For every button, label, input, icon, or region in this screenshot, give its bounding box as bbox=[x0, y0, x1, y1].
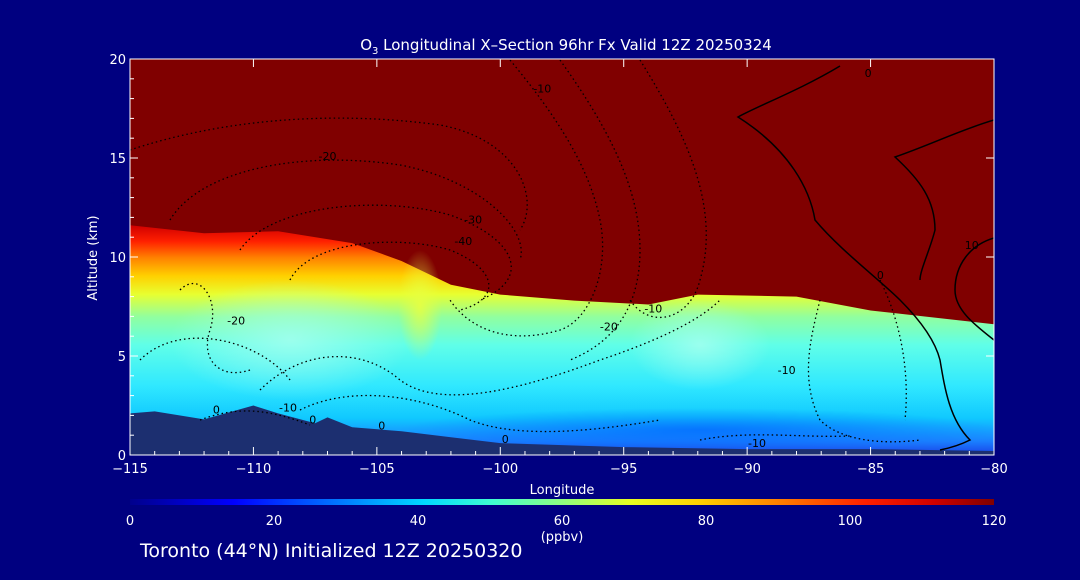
contour-line bbox=[259, 299, 721, 396]
contour-line bbox=[807, 299, 921, 443]
initialization-caption: Toronto (44°N) Initialized 12Z 20250320 bbox=[140, 540, 523, 562]
contour-label: -20 bbox=[227, 314, 245, 327]
colorbar-unit-label: (ppbv) bbox=[541, 530, 584, 545]
contour-line bbox=[179, 282, 251, 374]
contour-label: 0 bbox=[213, 403, 220, 416]
contour-line bbox=[139, 337, 291, 381]
y-tick-label: 15 bbox=[109, 152, 126, 167]
contour-line bbox=[130, 117, 528, 231]
contour-label: -20 bbox=[600, 320, 618, 333]
colorbar-tick-label: 60 bbox=[554, 514, 571, 529]
y-tick-label: 20 bbox=[109, 53, 126, 68]
contour-label: 0 bbox=[309, 413, 316, 426]
x-tick-label: −115 bbox=[112, 462, 148, 477]
y-axis-label: Altitude (km) bbox=[86, 215, 101, 300]
troposphere-region bbox=[130, 225, 994, 455]
contour-label: -10 bbox=[279, 401, 297, 414]
contour-line bbox=[299, 394, 661, 433]
contour-label: 0 bbox=[378, 419, 385, 432]
colorbar-tick-label: 0 bbox=[126, 514, 134, 529]
contour-label: 0 bbox=[502, 433, 509, 446]
x-tick-label: −105 bbox=[359, 462, 395, 477]
contour-line-zero bbox=[893, 119, 994, 281]
contour-line bbox=[879, 279, 907, 421]
contour-label: 0 bbox=[865, 67, 872, 80]
colorbar-ticks: 0 20 40 60 80 100 120 bbox=[126, 514, 1007, 529]
colorbar-tick-label: 20 bbox=[266, 514, 283, 529]
contour-label: -20 bbox=[319, 150, 337, 163]
x-tick-label: −100 bbox=[482, 462, 518, 477]
terrain bbox=[130, 405, 994, 455]
contour-line-positive bbox=[954, 237, 994, 341]
contour-label: -30 bbox=[464, 213, 482, 226]
x-axis-label: Longitude bbox=[530, 483, 595, 498]
y-axis: 0 5 10 15 20 bbox=[109, 53, 994, 464]
y-tick-label: 0 bbox=[118, 449, 126, 464]
x-tick-label: −110 bbox=[236, 462, 272, 477]
contour-line bbox=[289, 241, 490, 311]
y-tick-label: 5 bbox=[118, 350, 126, 365]
colorbar-tick-label: 100 bbox=[838, 514, 863, 529]
colorbar bbox=[130, 499, 994, 505]
contour-lines bbox=[130, 59, 994, 451]
colorbar-tick-label: 40 bbox=[410, 514, 427, 529]
chart-title: O3 Longitudinal X–Section 96hr Fx Valid … bbox=[360, 36, 772, 57]
colorbar-tick-label: 120 bbox=[982, 514, 1007, 529]
contour-label: -40 bbox=[454, 235, 472, 248]
contour-line-zero bbox=[736, 65, 972, 451]
x-tick-label: −85 bbox=[857, 462, 884, 477]
x-tick-label: −80 bbox=[980, 462, 1007, 477]
contour-label: -10 bbox=[533, 83, 551, 96]
contour-line bbox=[169, 159, 522, 261]
contour-label: 0 bbox=[877, 269, 884, 282]
boundary-layer-patch bbox=[400, 408, 994, 452]
contour-line bbox=[239, 204, 512, 301]
low-ozone-patch bbox=[630, 300, 770, 390]
low-ozone-patch bbox=[170, 280, 410, 400]
x-tick-label: −95 bbox=[610, 462, 637, 477]
colorbar-tick-label: 80 bbox=[698, 514, 715, 529]
y-tick-label: 10 bbox=[109, 251, 126, 266]
contour-label: -10 bbox=[748, 437, 766, 450]
x-axis: −115 −110 −105 −100 −95 −90 −85 −80 bbox=[112, 59, 1008, 477]
high-ozone-intrusion bbox=[398, 250, 442, 360]
contour-label: 10 bbox=[965, 239, 979, 252]
contour-label: -10 bbox=[778, 364, 796, 377]
contour-label: -10 bbox=[644, 302, 662, 315]
contour-line bbox=[199, 410, 311, 426]
x-tick-label: −90 bbox=[733, 462, 760, 477]
